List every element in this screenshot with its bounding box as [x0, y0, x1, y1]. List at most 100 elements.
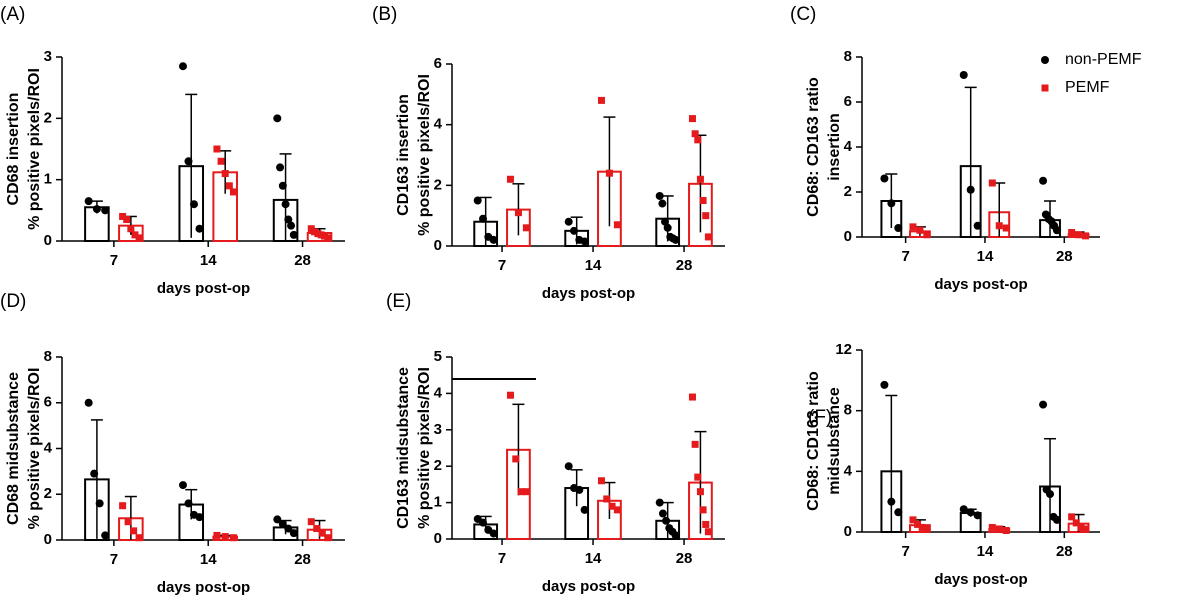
- data-point: [662, 516, 671, 525]
- data-point: [704, 233, 712, 241]
- x-axis-label: days post-op: [157, 280, 250, 297]
- data-point: [123, 216, 131, 224]
- x-tick-label: 7: [498, 550, 506, 567]
- data-point: [914, 520, 922, 528]
- data-point: [995, 525, 1003, 533]
- data-point: [613, 506, 621, 514]
- panel-label: (E): [386, 291, 411, 312]
- y-tick-label: 6: [44, 394, 52, 411]
- data-point: [696, 175, 704, 183]
- data-point: [287, 221, 296, 230]
- data-point: [1072, 519, 1080, 527]
- y-axis-label: CD163 insertion: [395, 94, 412, 216]
- y-axis-label: % positive pixels/ROI: [26, 368, 43, 530]
- data-point: [489, 529, 498, 538]
- x-axis-label: days post-op: [934, 571, 1027, 588]
- data-point: [84, 398, 93, 407]
- data-point: [92, 205, 101, 214]
- data-point: [313, 525, 321, 533]
- y-tick-label: 4: [434, 116, 443, 133]
- data-point: [135, 234, 143, 242]
- data-point: [702, 212, 710, 220]
- y-tick-label: 1: [44, 171, 52, 188]
- data-point: [988, 179, 996, 187]
- data-point: [127, 225, 135, 233]
- data-point: [923, 231, 931, 239]
- data-point: [517, 488, 525, 496]
- data-point: [195, 224, 204, 233]
- legend-label: non-PEMF: [1065, 51, 1142, 68]
- x-tick-label: 28: [1056, 543, 1073, 560]
- data-point: [324, 234, 332, 242]
- x-tick-label: 14: [977, 543, 994, 560]
- y-tick-label: 0: [44, 531, 52, 548]
- data-point: [988, 523, 996, 531]
- x-axis-label: days post-op: [934, 276, 1027, 293]
- data-point: [918, 523, 926, 531]
- y-axis-label: CD68: CD163 ratio: [805, 371, 822, 511]
- data-point: [702, 520, 710, 528]
- x-tick-label: 14: [585, 257, 602, 274]
- data-point: [880, 380, 889, 389]
- panel-label: (C): [790, 4, 816, 25]
- data-point: [506, 175, 514, 183]
- panel-label: (A): [0, 4, 25, 25]
- data-point: [655, 498, 664, 507]
- data-point: [570, 226, 579, 235]
- data-point: [694, 473, 702, 481]
- data-point: [1039, 176, 1048, 185]
- data-point: [506, 391, 514, 399]
- data-point: [276, 163, 285, 172]
- data-point: [696, 488, 704, 496]
- data-point: [580, 505, 589, 514]
- data-point: [119, 212, 127, 220]
- y-tick-label: 5: [434, 348, 442, 365]
- data-point: [916, 226, 924, 234]
- y-tick-label: 0: [434, 237, 442, 254]
- data-point: [973, 221, 982, 230]
- data-point: [704, 528, 712, 536]
- data-point: [603, 495, 611, 503]
- x-axis-label: days post-op: [542, 285, 635, 302]
- data-point: [959, 71, 968, 79]
- data-point: [489, 235, 498, 244]
- data-point: [512, 455, 520, 463]
- data-point: [225, 182, 233, 190]
- data-point: [699, 506, 707, 514]
- data-point: [217, 157, 225, 165]
- data-point: [661, 217, 670, 226]
- data-point: [959, 505, 968, 514]
- y-tick-label: 4: [844, 138, 853, 155]
- data-point: [1002, 526, 1010, 534]
- data-point: [887, 199, 896, 208]
- data-point: [887, 497, 896, 506]
- data-point: [318, 529, 326, 537]
- data-point: [1068, 229, 1076, 236]
- y-tick-label: 3: [434, 421, 442, 438]
- data-point: [135, 534, 143, 542]
- y-tick-label: 8: [844, 48, 852, 65]
- data-point: [189, 200, 198, 209]
- data-point: [909, 516, 917, 524]
- legend-label: PEMF: [1065, 79, 1110, 96]
- x-tick-label: 7: [901, 543, 909, 560]
- data-point: [307, 518, 315, 526]
- y-tick-label: 0: [844, 523, 852, 540]
- x-tick-label: 7: [498, 257, 506, 274]
- data-point: [479, 214, 488, 223]
- data-point: [229, 534, 237, 542]
- y-tick-label: 4: [434, 384, 443, 401]
- y-tick-label: 0: [844, 228, 852, 245]
- y-axis-label: CD68 insertion: [5, 93, 22, 206]
- y-axis-label: midsubstance: [826, 387, 843, 495]
- data-point: [564, 462, 573, 471]
- data-point: [1082, 232, 1090, 240]
- data-point: [1077, 523, 1085, 531]
- data-point: [184, 157, 193, 166]
- x-tick-label: 7: [110, 252, 118, 269]
- data-point: [671, 235, 680, 244]
- panel-label: (D): [0, 291, 26, 312]
- x-axis-label: days post-op: [157, 579, 250, 596]
- data-point: [284, 215, 293, 224]
- legend-marker: [1041, 56, 1049, 64]
